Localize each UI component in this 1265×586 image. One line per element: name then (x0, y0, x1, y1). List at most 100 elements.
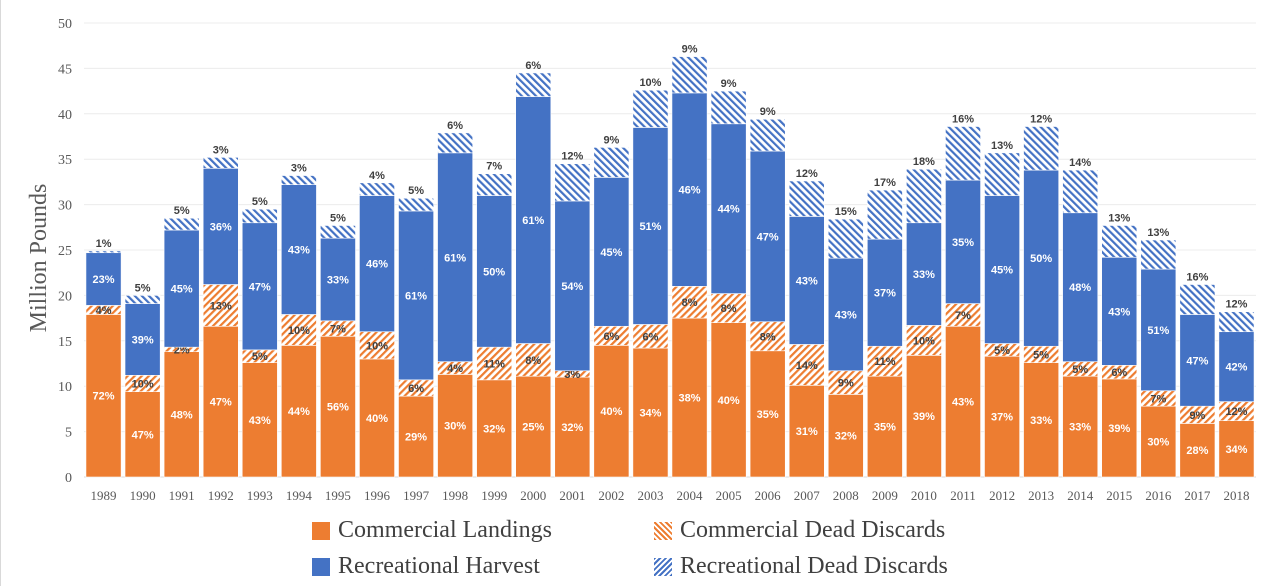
bar-segment-recreational-dead-discards (359, 182, 395, 196)
bar-segment-recreational-harvest (241, 222, 278, 351)
bar-segment-recreational-harvest (710, 123, 747, 294)
bar-segment-commercial-landings (671, 317, 708, 478)
data-label: 1% (96, 238, 112, 250)
bar-segment-recreational-harvest (320, 237, 356, 322)
data-label: 13% (1108, 212, 1130, 224)
data-label: 30% (1147, 437, 1169, 449)
data-label: 12% (796, 168, 818, 180)
data-label: 43% (249, 415, 271, 427)
bar-segment-recreational-harvest (1140, 268, 1177, 392)
x-tick-label: 2005 (716, 488, 742, 503)
data-label: 38% (679, 393, 701, 405)
data-label: 3% (564, 369, 580, 381)
y-tick-label: 35 (58, 153, 72, 168)
data-label: 47% (132, 429, 154, 441)
data-label: 72% (93, 391, 115, 403)
data-label: 15% (835, 206, 857, 218)
bar-segment-recreational-harvest (85, 252, 122, 306)
data-label: 32% (561, 422, 583, 434)
bar-segment-recreational-dead-discards (632, 89, 669, 128)
x-tick-label: 2012 (989, 488, 1015, 503)
data-label: 9% (682, 44, 698, 56)
bar-segment-recreational-dead-discards (1179, 284, 1216, 315)
bar-segment-commercial-landings (827, 394, 864, 478)
bar-group-1997: 29% 6% 61% 5% (398, 185, 434, 478)
bar-segment-recreational-dead-discards (124, 295, 161, 304)
bar-segment-commercial-dead-discards (202, 284, 239, 327)
data-label: 43% (796, 275, 818, 287)
bar-segment-commercial-landings (359, 358, 395, 478)
bar-group-2001: 32% 3% 54% 12% (554, 151, 591, 478)
data-label: 33% (913, 269, 935, 281)
bar-group-1996: 40% 10% 46% 4% (359, 170, 395, 478)
bar-group-2014: 33% 5% 48% 14% (1062, 157, 1099, 478)
bar-segment-recreational-harvest (124, 303, 161, 376)
x-tick-label: 1999 (481, 488, 507, 503)
data-label: 16% (1186, 272, 1208, 284)
data-label: 7% (486, 161, 502, 173)
data-label: 5% (408, 185, 424, 197)
bar-segment-recreational-dead-discards (710, 90, 747, 125)
bar-segment-commercial-landings (280, 345, 317, 478)
bar-segment-recreational-dead-discards (827, 218, 864, 259)
data-label: 43% (288, 245, 310, 257)
bar-group-2005: 40% 8% 44% 9% (710, 78, 747, 478)
data-label: 9% (603, 134, 619, 146)
data-label: 39% (1108, 423, 1130, 435)
data-label: 47% (1186, 355, 1208, 367)
bar-segment-commercial-landings (788, 384, 825, 478)
bar-segment-recreational-dead-discards (671, 56, 708, 94)
bar-segment-recreational-dead-discards (1140, 239, 1177, 270)
bar-group-2009: 35% 11% 37% 17% (866, 177, 903, 478)
x-tick-label: 2008 (833, 488, 859, 503)
x-tick-label: 1997 (403, 488, 430, 503)
bar-segment-recreational-dead-discards (202, 157, 239, 169)
bar-segment-commercial-landings (163, 351, 200, 478)
data-label: 10% (288, 325, 310, 337)
bar-segment-commercial-dead-discards (906, 325, 942, 356)
legend-label: Commercial Dead Discards (680, 517, 946, 543)
data-label: 48% (1069, 282, 1091, 294)
y-tick-label: 25 (58, 244, 72, 259)
y-tick-label: 10 (58, 380, 72, 395)
bar-segment-recreational-harvest (788, 216, 825, 345)
x-tick-label: 1989 (91, 488, 117, 503)
bar-segment-commercial-landings (1101, 378, 1138, 478)
y-tick-label: 45 (58, 62, 72, 77)
bar-segment-recreational-harvest (202, 167, 239, 285)
data-label: 8% (682, 297, 698, 309)
bar-group-2015: 39% 6% 43% 13% (1101, 212, 1138, 478)
bar-segment-recreational-harvest (593, 177, 630, 327)
data-label: 4% (96, 305, 112, 317)
bar-segment-recreational-harvest (1179, 314, 1216, 407)
data-label: 25% (522, 422, 544, 434)
bar-segment-commercial-landings (1062, 375, 1099, 478)
bar-segment-recreational-dead-discards (280, 175, 317, 185)
data-label: 42% (1225, 362, 1247, 374)
data-label: 37% (874, 288, 896, 300)
bar-group-2004: 38% 8% 46% 9% (671, 44, 708, 478)
data-label: 14% (1069, 157, 1091, 169)
data-label: 9% (838, 378, 854, 390)
bar-group-1993: 43% 5% 47% 5% (241, 196, 278, 478)
data-label: 34% (1225, 444, 1247, 456)
bar-segment-recreational-dead-discards (437, 132, 474, 154)
x-tick-label: 2000 (520, 488, 546, 503)
bar-segment-recreational-harvest (945, 179, 981, 304)
bar-segment-recreational-harvest (398, 210, 434, 381)
y-tick-label: 0 (65, 471, 72, 486)
data-label: 61% (405, 290, 427, 302)
bar-segment-commercial-landings (1179, 423, 1216, 478)
legend-swatch-recreational-dead-discards (654, 557, 672, 576)
x-tick-label: 2011 (950, 488, 976, 503)
bar-group-2000: 25% 8% 61% 6% (515, 60, 552, 478)
data-label: 9% (1189, 410, 1205, 422)
x-tick-label: 1990 (130, 488, 156, 503)
bar-group-1989: 72% 4% 23% 1% (85, 238, 122, 478)
data-label: 3% (213, 144, 229, 156)
data-label: 5% (252, 196, 268, 208)
bar-group-2008: 32% 9% 43% 15% (827, 206, 864, 478)
bar-segment-commercial-landings (632, 347, 669, 478)
bar-segment-recreational-dead-discards (85, 250, 122, 254)
